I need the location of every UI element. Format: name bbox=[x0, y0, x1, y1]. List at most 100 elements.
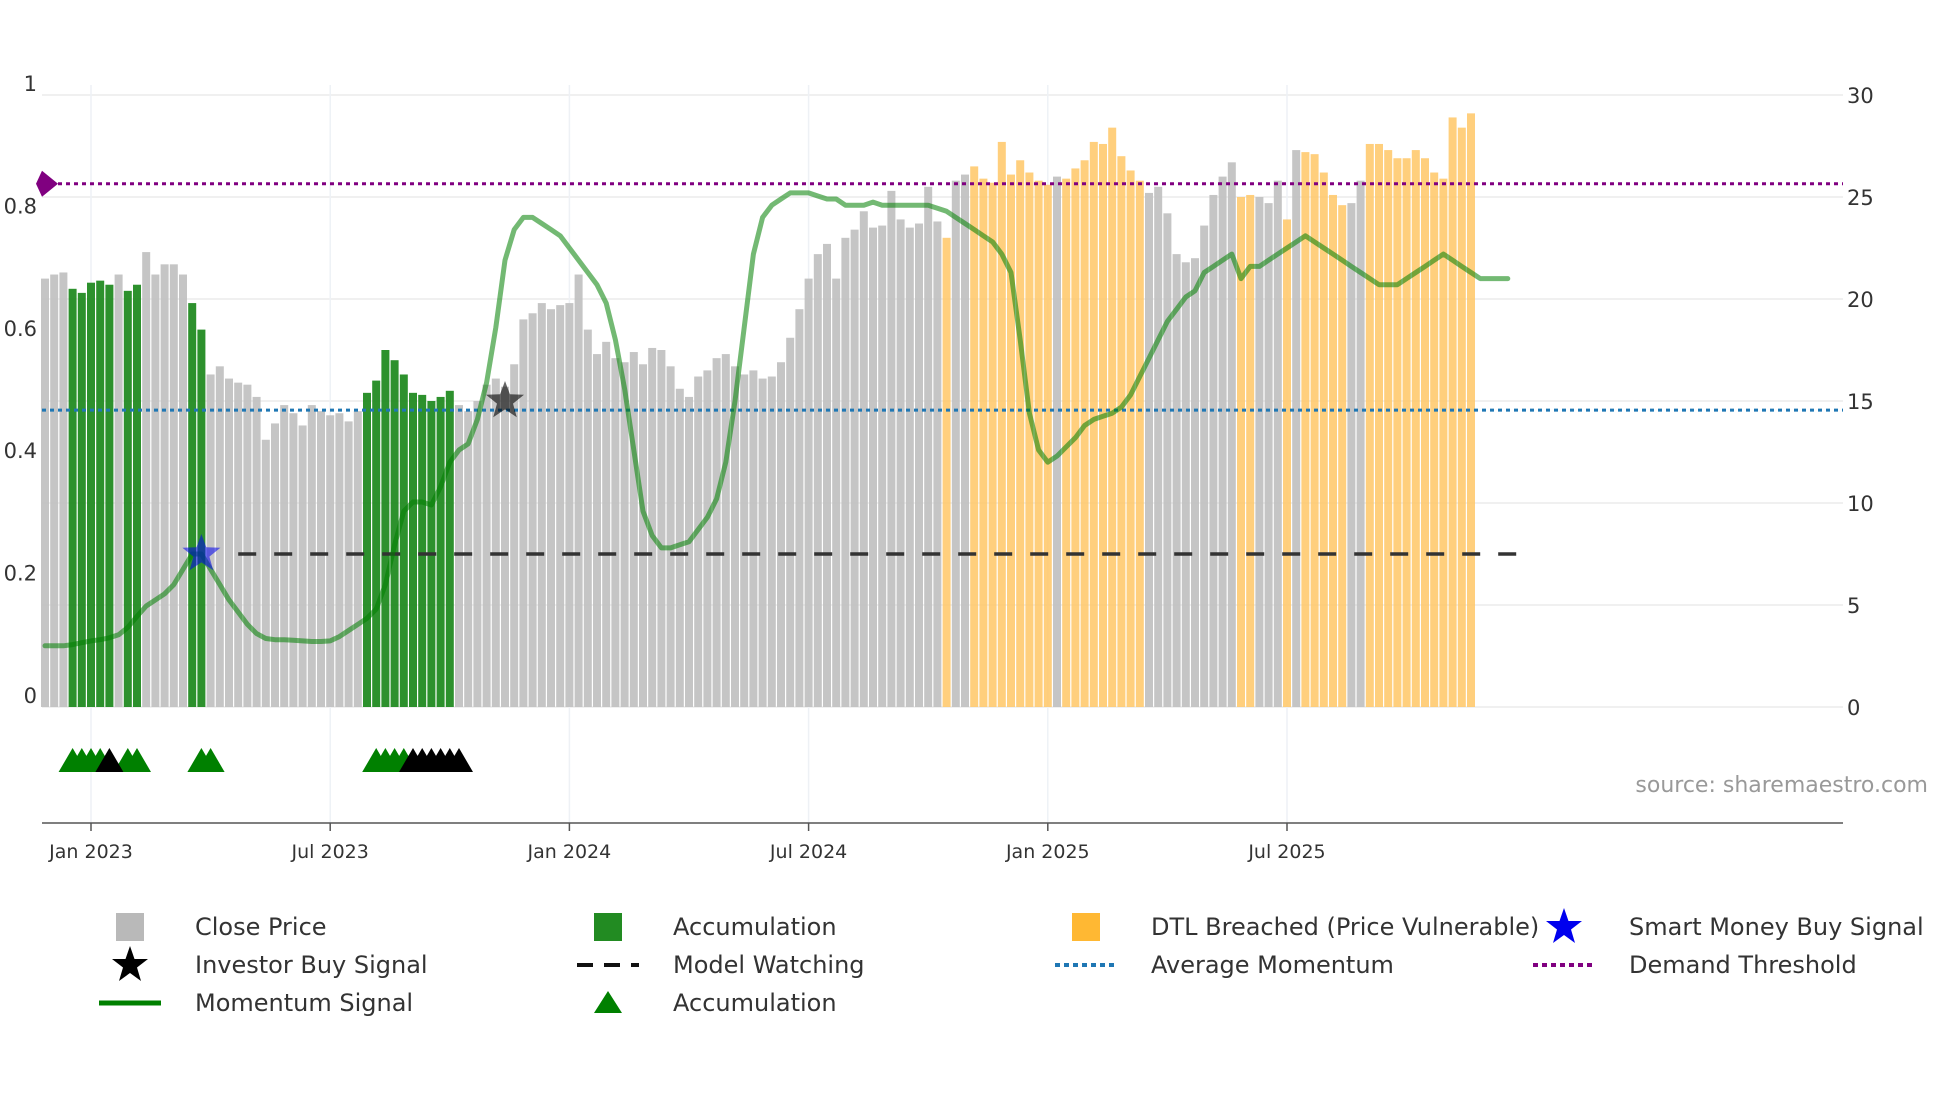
left-tick-label: 0.6 bbox=[4, 317, 37, 341]
price-bar bbox=[1025, 172, 1034, 707]
price-bar bbox=[997, 141, 1006, 708]
price-bar bbox=[298, 425, 307, 707]
chart-canvas: Jan 2023 Jul 2023 Jan 2024 Jul 2024 Jan 2025… bbox=[4, 72, 1928, 863]
legend-model-watching[interactable]: Model Watching bbox=[563, 948, 865, 982]
legend-smart-money[interactable]: Smart Money Buy Signal bbox=[1519, 908, 1924, 944]
price-bar bbox=[832, 278, 841, 707]
price-bar bbox=[1457, 127, 1466, 707]
price-bar bbox=[151, 274, 160, 707]
legend-accumulation[interactable]: Accumulation bbox=[563, 910, 837, 944]
price-bar bbox=[68, 288, 77, 707]
price-bar bbox=[740, 374, 749, 707]
legend-label: DTL Breached (Price Vulnerable) bbox=[1151, 913, 1540, 941]
price-bar bbox=[510, 364, 519, 707]
legend-momentum-signal[interactable]: Momentum Signal bbox=[85, 986, 413, 1020]
price-bar bbox=[215, 366, 224, 707]
price-bar bbox=[1264, 203, 1273, 707]
price-bar bbox=[123, 290, 132, 707]
price-bar bbox=[629, 352, 638, 707]
price-bar bbox=[1209, 194, 1218, 707]
price-bar bbox=[565, 303, 574, 707]
legend-demand-threshold[interactable]: Demand Threshold bbox=[1519, 948, 1857, 982]
price-bar bbox=[721, 354, 730, 707]
price-bar bbox=[1430, 172, 1439, 707]
price-bar bbox=[225, 378, 233, 707]
price-bar bbox=[749, 370, 758, 707]
price-bar bbox=[841, 237, 850, 708]
smart-money-star bbox=[182, 534, 221, 571]
investor-star bbox=[486, 381, 524, 418]
price-bar bbox=[1108, 127, 1117, 707]
legend-label: Average Momentum bbox=[1151, 951, 1394, 979]
price-bar bbox=[1043, 184, 1052, 707]
right-tick-label: 10 bbox=[1847, 492, 1874, 516]
right-tick-label: 5 bbox=[1847, 594, 1860, 618]
price-bar bbox=[1246, 194, 1255, 707]
price-bar bbox=[887, 190, 896, 707]
legend-close-price[interactable]: Close Price bbox=[85, 910, 327, 944]
legend-label: Smart Money Buy Signal bbox=[1629, 913, 1924, 941]
momentum-signal-line bbox=[42, 190, 1511, 649]
price-bar bbox=[648, 347, 657, 707]
price-bar bbox=[1200, 225, 1209, 707]
price-bar bbox=[197, 329, 206, 707]
x-tick-label: Jul 2024 bbox=[769, 841, 847, 863]
price-bar bbox=[133, 284, 141, 707]
price-bar bbox=[731, 366, 739, 707]
price-bar bbox=[1255, 197, 1264, 707]
legend-investor-buy[interactable]: Investor Buy Signal bbox=[85, 946, 428, 982]
price-bar bbox=[473, 401, 482, 707]
price-bar bbox=[528, 313, 537, 707]
price-bar bbox=[1365, 143, 1374, 707]
price-bar bbox=[1421, 158, 1429, 708]
price-bar bbox=[142, 252, 151, 707]
left-tick-label: 1 bbox=[24, 72, 37, 96]
investor-triangle bbox=[445, 748, 473, 772]
x-tick-label: Jul 2023 bbox=[291, 841, 369, 863]
price-bar bbox=[1099, 143, 1107, 707]
price-bar bbox=[979, 178, 988, 707]
price-bar bbox=[1319, 172, 1328, 707]
price-bar bbox=[1117, 156, 1126, 707]
price-bar bbox=[1218, 176, 1227, 708]
price-bar bbox=[1448, 117, 1457, 707]
price-bar bbox=[96, 280, 105, 707]
price-bar bbox=[114, 274, 123, 707]
legend-accumulation-marker[interactable]: Accumulation bbox=[563, 986, 837, 1020]
price-bar bbox=[482, 384, 491, 707]
price-bar bbox=[924, 186, 933, 708]
price-bar bbox=[786, 337, 795, 707]
left-tick-label: 0 bbox=[24, 684, 37, 708]
price-bar bbox=[1237, 197, 1245, 707]
price-bar bbox=[1016, 160, 1025, 707]
price-bar bbox=[666, 366, 675, 707]
price-bar bbox=[1172, 254, 1181, 707]
price-bar bbox=[1393, 158, 1402, 708]
price-bar bbox=[326, 415, 335, 707]
price-bar bbox=[280, 405, 289, 707]
price-bar bbox=[1191, 258, 1199, 707]
price-bar bbox=[675, 388, 684, 707]
price-bar bbox=[850, 229, 859, 707]
price-bar bbox=[869, 227, 877, 707]
price-bar bbox=[372, 380, 381, 707]
price-bar bbox=[795, 309, 804, 707]
price-bar bbox=[777, 362, 785, 707]
demand-threshold-marker bbox=[36, 170, 58, 197]
price-bar bbox=[1145, 192, 1153, 708]
price-bar bbox=[1007, 174, 1015, 707]
price-bar bbox=[1467, 113, 1475, 708]
price-bar bbox=[243, 384, 252, 707]
source-label: source: sharemaestro.com bbox=[1635, 773, 1928, 798]
price-bar bbox=[169, 264, 178, 707]
legend-average-momentum[interactable]: Average Momentum bbox=[1041, 948, 1394, 982]
price-bar bbox=[1080, 160, 1089, 707]
price-bar bbox=[1384, 150, 1393, 707]
legend-dtl-breached[interactable]: DTL Breached (Price Vulnerable) bbox=[1041, 910, 1539, 944]
price-bar bbox=[261, 439, 270, 707]
price-bar bbox=[703, 370, 712, 707]
price-bar bbox=[915, 223, 923, 707]
price-bar bbox=[59, 272, 68, 707]
price-bar bbox=[537, 303, 546, 707]
price-bar bbox=[1329, 194, 1337, 707]
